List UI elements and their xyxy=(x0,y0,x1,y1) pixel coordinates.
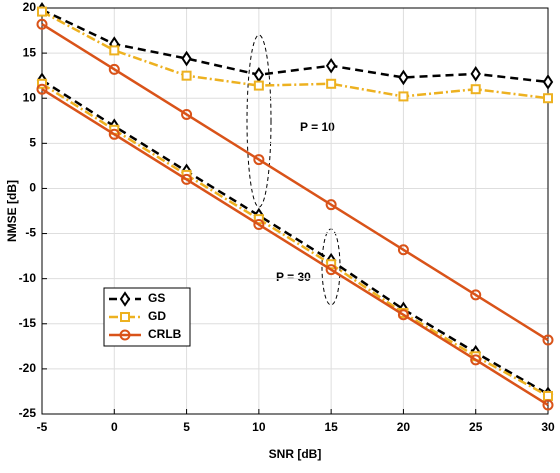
ellipse-p10 xyxy=(246,34,272,208)
marker xyxy=(470,66,481,82)
y-tick-label: -10 xyxy=(19,271,37,285)
y-tick-label: 20 xyxy=(23,0,37,14)
marker xyxy=(253,80,264,91)
marker xyxy=(181,108,193,120)
marker xyxy=(253,219,265,231)
legend-label: CRLB xyxy=(148,327,182,341)
marker xyxy=(470,289,482,301)
y-tick-label: 5 xyxy=(29,136,36,150)
x-tick-label: 30 xyxy=(541,420,555,434)
marker xyxy=(181,70,192,81)
x-tick-label: 25 xyxy=(469,420,483,434)
annotation: P = 10 xyxy=(300,120,335,134)
marker xyxy=(470,354,482,366)
marker xyxy=(326,78,337,89)
marker xyxy=(325,264,337,276)
legend-marker xyxy=(119,329,131,341)
marker xyxy=(181,50,192,67)
marker xyxy=(542,399,554,411)
marker xyxy=(397,309,409,321)
annotation: P = 30 xyxy=(276,270,311,284)
y-tick-label: -5 xyxy=(25,226,36,240)
legend-box xyxy=(103,287,191,347)
marker xyxy=(325,199,337,211)
marker xyxy=(36,18,48,30)
marker xyxy=(253,66,265,83)
legend-marker xyxy=(120,312,130,322)
marker xyxy=(36,83,48,95)
legend-label: GD xyxy=(148,309,166,323)
y-tick-label: 10 xyxy=(23,90,37,104)
x-tick-label: 15 xyxy=(324,420,338,434)
marker xyxy=(37,6,47,17)
series-line xyxy=(41,8,549,84)
series-line xyxy=(41,79,549,396)
x-tick-label: 5 xyxy=(183,420,190,434)
series-line xyxy=(41,10,549,100)
marker xyxy=(253,154,265,166)
x-axis-label: SNR [dB] xyxy=(269,447,322,461)
series-line xyxy=(41,23,549,342)
x-tick-label: 0 xyxy=(111,420,118,434)
marker xyxy=(398,91,409,102)
marker xyxy=(108,63,120,75)
marker xyxy=(397,244,409,256)
y-tick-label: -15 xyxy=(19,316,37,330)
plot-frame xyxy=(41,7,549,415)
legend-marker xyxy=(119,291,131,307)
marker xyxy=(470,84,481,95)
series-line xyxy=(41,82,549,398)
marker xyxy=(109,45,120,56)
series-line xyxy=(41,88,549,407)
marker xyxy=(542,334,554,346)
marker xyxy=(543,93,553,104)
x-tick-label: 20 xyxy=(397,420,411,434)
marker xyxy=(108,128,120,140)
y-tick-label: 15 xyxy=(23,45,37,59)
y-tick-label: 0 xyxy=(29,181,36,195)
marker xyxy=(543,390,553,401)
x-tick-label: 10 xyxy=(252,420,266,434)
y-tick-label: -20 xyxy=(19,361,37,375)
marker xyxy=(181,173,193,185)
x-tick-label: -5 xyxy=(37,420,48,434)
marker xyxy=(325,57,337,74)
marker xyxy=(542,74,554,90)
y-tick-label: -25 xyxy=(19,406,37,420)
legend-label: GS xyxy=(148,291,165,305)
y-axis-label: NMSE [dB] xyxy=(5,180,19,242)
marker xyxy=(398,69,409,86)
